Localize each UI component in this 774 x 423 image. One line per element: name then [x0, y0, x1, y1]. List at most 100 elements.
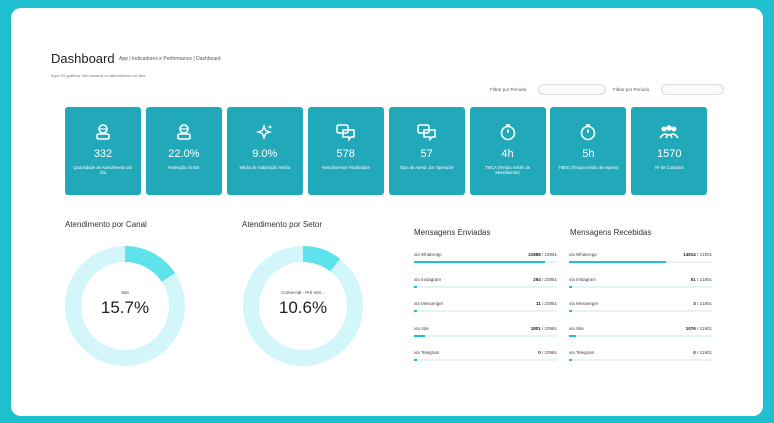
- channel-name: via Telegram: [414, 350, 440, 355]
- progress-track: [569, 359, 712, 361]
- channel-name: via Site: [414, 325, 429, 331]
- message-row: via Instagram 51 / 21901: [569, 274, 712, 298]
- message-row: via Instagram 254 / 23961: [414, 274, 557, 298]
- breadcrumb[interactable]: App | Indicadores e Performance | Dashbo…: [119, 56, 221, 62]
- count-value: 3: [693, 301, 696, 306]
- message-row: via Telegram 0 / 23961: [414, 347, 557, 371]
- message-row: via Telegram 0 / 21901: [569, 347, 712, 371]
- count-value: 1801: [530, 325, 541, 331]
- channel-count: 3 / 21901: [693, 301, 712, 306]
- canal-donut-value: 15.7%: [100, 298, 150, 317]
- setor-chart-title: Atendimento por Setor: [242, 220, 323, 229]
- chat-icon: [308, 122, 384, 142]
- progress-fill: [569, 310, 572, 312]
- count-value: 1076: [685, 325, 696, 331]
- kpi-label: TMCA (Tempo médio de atendimento): [484, 165, 531, 175]
- count-total: / 23961: [541, 252, 557, 257]
- period-filter-2-input[interactable]: [661, 84, 724, 95]
- kpi-card[interactable]: 1570 Nº de Contatos: [631, 107, 708, 195]
- setor-donut-label: Comercial - Pré Ven...: [280, 290, 325, 295]
- canal-donut-chart: [65, 246, 185, 366]
- progress-track: [569, 334, 712, 337]
- channel-count: 1076 / 21901: [686, 326, 712, 331]
- kpi-value: 22.0%: [168, 148, 200, 160]
- progress-track: [569, 310, 712, 312]
- count-total: / 23961: [541, 325, 557, 331]
- message-row: via Site 1076 / 21901: [569, 323, 712, 347]
- message-row: via WhatsApp 21888 / 23961: [414, 249, 557, 273]
- count-total: / 23961: [541, 301, 557, 306]
- kpi-label: TMEE (Tempo médio de espera): [558, 165, 619, 170]
- canal-chart-title: Atendimento por Canal: [65, 220, 147, 229]
- progress-track: [569, 285, 712, 288]
- progress-track: [414, 285, 557, 288]
- dashboard-panel: Dashboard App | Indicadores e Performanc…: [11, 8, 763, 416]
- message-row: via Messenger 11 / 23961: [414, 298, 557, 322]
- channel-name: via Telegram: [569, 350, 595, 355]
- recebidas-title: Mensagens Recebidas: [570, 228, 652, 237]
- progress-fill: [414, 334, 425, 337]
- page-subtitle: Aqui Os gráficos Vão mostrar os atendime…: [51, 73, 146, 78]
- count-total: / 23961: [541, 350, 557, 355]
- count-value: 11: [535, 301, 541, 306]
- message-row: via Messenger 3 / 21901: [569, 298, 712, 322]
- message-row: via Site 1801 / 23961: [414, 323, 557, 347]
- channel-count: 254 / 23961: [533, 277, 557, 282]
- channel-name: via Instagram: [569, 276, 597, 282]
- kpi-card[interactable]: 332 Quantidade de Atendimento por Dia: [65, 107, 141, 195]
- progress-track: [414, 261, 557, 263]
- count-total: / 21901: [696, 325, 712, 331]
- kpi-card[interactable]: 9.0% Média de Satisfação média: [226, 107, 303, 195]
- progress-track: [414, 334, 557, 337]
- kpi-value: 9.0%: [252, 148, 278, 160]
- kpi-label: Retenção do Bot: [168, 165, 200, 170]
- kpi-card[interactable]: 22.0% Retenção do Bot: [145, 107, 222, 195]
- period-filter-input[interactable]: [538, 84, 606, 95]
- canal-donut-slice: [65, 246, 185, 366]
- count-value: 14914: [683, 252, 696, 257]
- progress-track: [414, 310, 557, 312]
- page-title: Dashboard: [51, 51, 115, 66]
- agent-icon: [146, 122, 222, 142]
- progress-fill: [414, 261, 545, 263]
- kpi-card[interactable]: 4h TMCA (Tempo médio de atendimento): [469, 107, 546, 195]
- count-value: 254: [533, 276, 541, 282]
- period-filter-label: Filtrar por Período: [490, 87, 527, 92]
- sparkle-icon: [227, 122, 303, 142]
- count-total: / 21901: [696, 350, 712, 355]
- users-icon: [631, 122, 707, 142]
- kpi-label: Quantidade de Atendimento por Dia: [73, 165, 133, 175]
- period-filter-2-label: Filtrar por Período: [613, 87, 650, 92]
- channel-name: via Messenger: [414, 301, 444, 306]
- channel-name: via WhatsApp: [569, 252, 597, 257]
- kpi-label: Taxa de Atend. por Operador: [399, 165, 454, 170]
- progress-fill: [414, 285, 417, 288]
- channel-count: 0 / 23961: [538, 350, 557, 355]
- message-row: via WhatsApp 14914 / 21901: [569, 249, 712, 273]
- progress-fill: [569, 285, 572, 288]
- canal-donut-label: Site: [121, 290, 129, 295]
- kpi-card[interactable]: 5h TMEE (Tempo médio de espera): [550, 107, 627, 195]
- channel-count: 11 / 23961: [536, 301, 557, 306]
- channel-count: 51 / 21901: [691, 277, 712, 282]
- kpi-value: 4h: [501, 148, 514, 160]
- kpi-value: 5h: [582, 148, 595, 160]
- channel-count: 0 / 21901: [693, 350, 712, 355]
- setor-donut-value: 10.6%: [278, 298, 328, 317]
- kpi-value: 332: [93, 148, 113, 160]
- channel-name: via Messenger: [569, 301, 599, 306]
- count-value: 0: [693, 350, 696, 355]
- kpi-card[interactable]: 578 Atendimentos Finalizados: [307, 107, 384, 195]
- kpi-value: 578: [336, 148, 355, 160]
- channel-name: via Instagram: [414, 276, 442, 282]
- channel-name: via Site: [569, 325, 584, 331]
- channel-count: 21888 / 23961: [528, 252, 557, 257]
- progress-fill: [414, 359, 417, 361]
- channel-count: 1801 / 23961: [531, 326, 557, 331]
- kpi-label: Atendimentos Finalizados: [321, 165, 370, 170]
- enviadas-title: Mensagens Enviadas: [414, 228, 491, 237]
- progress-track: [569, 261, 712, 263]
- setor-donut-slice: [243, 246, 363, 366]
- kpi-value: 1570: [657, 148, 682, 160]
- kpi-card[interactable]: 57 Taxa de Atend. por Operador: [388, 107, 465, 195]
